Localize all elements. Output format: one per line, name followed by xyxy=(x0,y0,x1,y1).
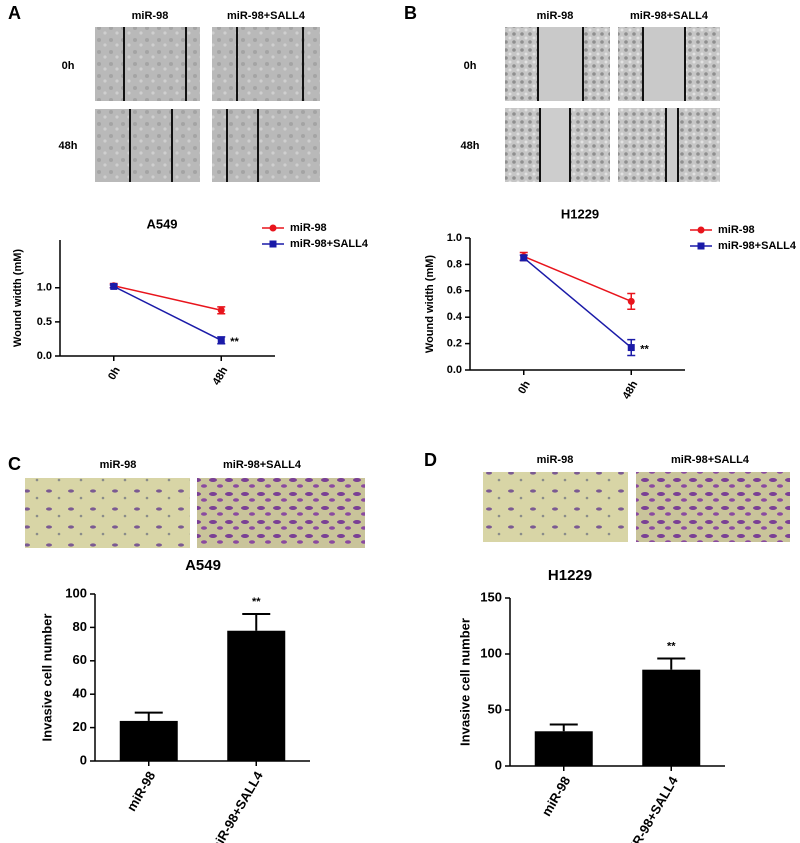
image-column-label: miR-98+SALL4 xyxy=(630,10,709,22)
y-tick-label: 1.0 xyxy=(447,232,462,244)
annotation: ** xyxy=(230,336,239,348)
point xyxy=(627,297,635,305)
error-bar xyxy=(134,711,163,721)
legend-label: miR-98 xyxy=(290,222,327,234)
y-axis-label: Invasive cell number xyxy=(457,618,472,746)
series-line xyxy=(523,257,632,349)
legend-label: miR-98 xyxy=(718,224,755,236)
series-line xyxy=(523,255,632,303)
x-tick-label: 0h xyxy=(106,365,123,382)
image-row-label: 48h xyxy=(59,140,78,152)
y-tick-label: 20 xyxy=(73,719,87,734)
y-tick-label: 40 xyxy=(73,686,87,701)
image-row-label: 0h xyxy=(62,60,75,72)
y-tick-label: 0 xyxy=(80,752,87,767)
legend-label: miR-98+SALL4 xyxy=(290,238,369,250)
point xyxy=(627,344,635,352)
y-tick-label: 0 xyxy=(495,757,502,772)
series-line xyxy=(113,285,222,341)
y-tick-label: 0.0 xyxy=(37,350,52,362)
x-tick-label: miR-98+SALL4 xyxy=(622,773,681,843)
bar xyxy=(642,669,701,766)
chart-title: H1229 xyxy=(548,567,592,584)
bar xyxy=(119,720,178,761)
error-bar xyxy=(657,657,686,670)
y-tick-label: 80 xyxy=(73,619,87,634)
annotation: ** xyxy=(667,640,676,652)
image-column-label: miR-98 xyxy=(537,10,574,22)
image-column-label: miR-98+SALL4 xyxy=(671,454,750,466)
panel-letter: D xyxy=(424,450,437,470)
y-tick-label: 1.0 xyxy=(37,282,52,294)
image-column-label: miR-98 xyxy=(537,454,574,466)
legend-label: miR-98+SALL4 xyxy=(718,240,797,252)
image-row-label: 48h xyxy=(461,140,480,152)
bar xyxy=(227,630,286,761)
error-bar xyxy=(242,613,271,631)
y-tick-label: 0.6 xyxy=(447,285,462,297)
point xyxy=(217,336,225,344)
x-tick-label: 0h xyxy=(516,379,533,396)
wound-images-b xyxy=(505,27,720,182)
image-column-label: miR-98+SALL4 xyxy=(223,459,302,471)
y-tick-label: 60 xyxy=(73,652,87,667)
legend-marker xyxy=(697,242,705,250)
image-column-label: miR-98 xyxy=(100,459,137,471)
point xyxy=(110,282,118,290)
legend-marker xyxy=(269,224,277,232)
image-column-label: miR-98 xyxy=(132,10,169,22)
y-tick-label: 0.2 xyxy=(447,338,462,350)
image-row-label: 0h xyxy=(464,60,477,72)
y-axis-label: Wound width (mM) xyxy=(12,249,24,347)
error-bar xyxy=(549,723,578,732)
y-tick-label: 100 xyxy=(65,585,87,600)
image-column-label: miR-98+SALL4 xyxy=(227,10,306,22)
point xyxy=(217,306,225,314)
x-tick-label: miR-98 xyxy=(124,769,159,814)
panel-letter: A xyxy=(8,3,21,23)
y-tick-label: 0.5 xyxy=(37,316,52,328)
y-tick-label: 0.0 xyxy=(447,364,462,376)
chart-title: H1229 xyxy=(561,206,599,221)
annotation: ** xyxy=(640,343,649,355)
x-tick-label: miR-98+SALL4 xyxy=(207,768,266,843)
y-tick-label: 0.8 xyxy=(447,258,462,270)
y-tick-label: 100 xyxy=(480,645,502,660)
x-tick-label: 48h xyxy=(620,379,640,402)
series-line xyxy=(113,284,222,312)
y-tick-label: 150 xyxy=(480,589,502,604)
y-tick-label: 0.4 xyxy=(447,311,463,323)
invasion-images xyxy=(25,472,790,548)
annotation: ** xyxy=(252,596,261,608)
y-axis-label: Wound width (mM) xyxy=(424,255,436,353)
panel-letter: B xyxy=(404,3,417,23)
x-tick-label: miR-98 xyxy=(539,774,574,819)
wound-images-a xyxy=(95,27,320,182)
x-tick-label: 48h xyxy=(210,365,230,388)
legend-marker xyxy=(697,226,705,234)
bar xyxy=(534,731,593,766)
panel-letter: C xyxy=(8,454,21,474)
chart-title: A549 xyxy=(185,557,221,574)
y-tick-label: 50 xyxy=(488,701,502,716)
y-axis-label: Invasive cell number xyxy=(39,614,54,742)
legend-marker xyxy=(269,240,277,248)
point xyxy=(520,254,528,262)
chart-title: A549 xyxy=(146,216,177,231)
